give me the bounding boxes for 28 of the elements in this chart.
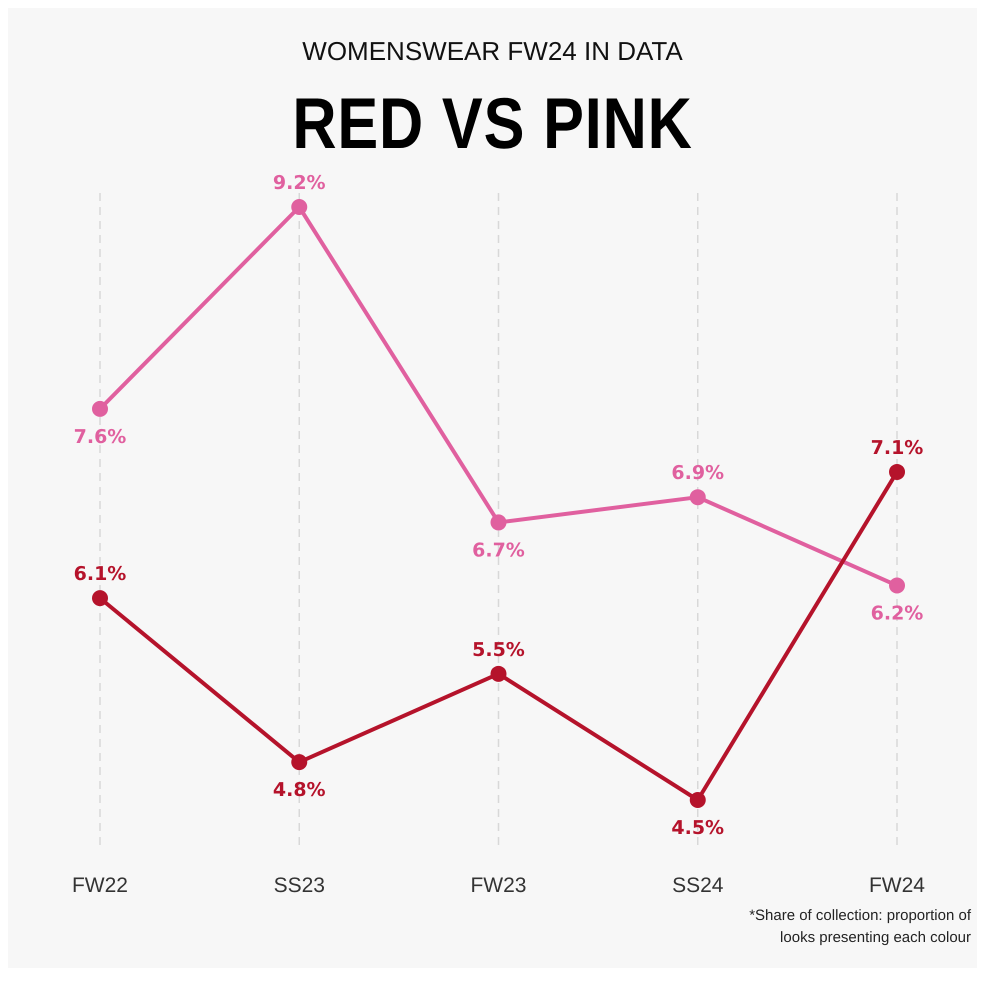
data-label: 4.5%: [671, 817, 724, 839]
chart-title: RED VS PINK: [292, 84, 693, 164]
x-tick-label: FW22: [72, 874, 128, 897]
point: [92, 590, 108, 606]
x-tick-label: SS23: [274, 874, 325, 897]
data-label: 6.2%: [870, 602, 924, 625]
data-label: 7.6%: [74, 426, 126, 448]
data-label: 6.1%: [74, 563, 126, 586]
data-label: 5.5%: [472, 638, 525, 661]
point: [889, 578, 905, 594]
data-label: 6.9%: [671, 462, 724, 484]
point: [690, 489, 706, 506]
point: [490, 666, 506, 682]
chart-subtitle: WOMENSWEAR FW24 IN DATA: [302, 36, 684, 66]
x-tick-label: FW23: [470, 874, 527, 897]
point: [490, 514, 506, 530]
x-tick-label: SS24: [672, 874, 724, 897]
data-label: 9.2%: [272, 172, 326, 194]
point: [291, 754, 308, 770]
data-label: 7.1%: [870, 436, 924, 459]
data-label: 6.7%: [472, 539, 525, 562]
x-tick-label: FW24: [868, 874, 926, 897]
data-label: 4.8%: [272, 779, 326, 802]
point: [889, 464, 905, 480]
point: [690, 792, 706, 808]
text: *Share of collection: proportion of looks presenting each colour: [749, 907, 972, 946]
point: [92, 400, 108, 417]
point: [291, 199, 308, 215]
